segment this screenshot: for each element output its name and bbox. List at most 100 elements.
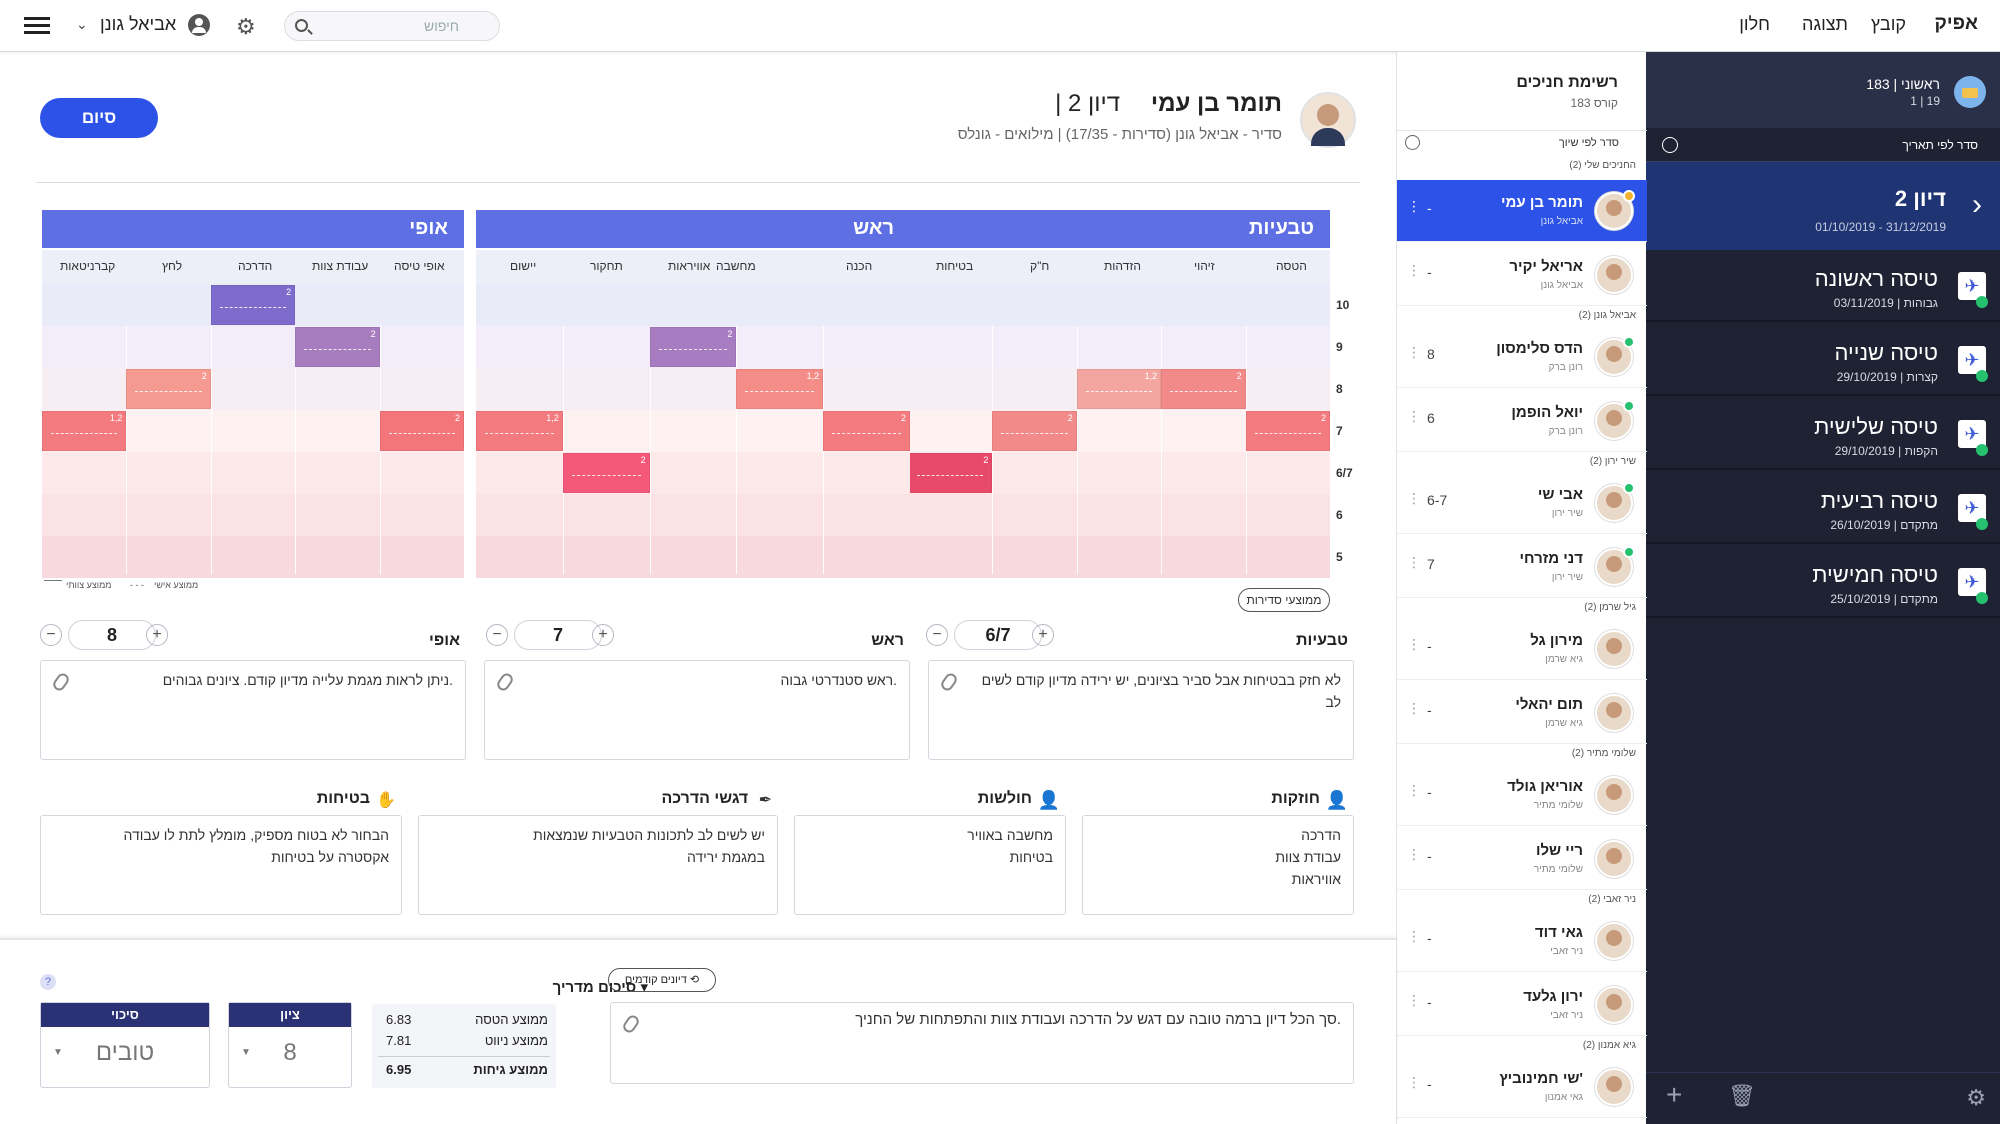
chevron-down-icon[interactable]: ⌄ xyxy=(76,16,88,32)
grade-select[interactable]: ציון 8 ▼ xyxy=(228,1002,352,1088)
more-options-icon[interactable]: ⋮ xyxy=(1407,928,1421,944)
score-bar[interactable]: 2 xyxy=(210,285,296,325)
more-options-icon[interactable]: ⋮ xyxy=(1407,782,1421,798)
focus-text: יש לשים לב לתכונות הטבעיות שנמצאות במגמת … xyxy=(533,827,765,865)
score-stepper-natural[interactable]: − 6/7 + xyxy=(926,620,1056,650)
chance-select[interactable]: סיכוי טובים ▼ xyxy=(40,1002,210,1088)
more-options-icon[interactable]: ⋮ xyxy=(1407,262,1421,278)
score-stepper-character[interactable]: − 8 + xyxy=(40,620,170,650)
more-options-icon[interactable]: ⋮ xyxy=(1407,198,1421,214)
gear-icon[interactable]: ⚙ xyxy=(236,14,256,39)
trainee-row[interactable]: אריאל יקיר אביאל גונן - ⋮ xyxy=(1397,244,1647,306)
filter-icon[interactable] xyxy=(1662,137,1678,153)
strengths-box[interactable]: הדרכה עבודת צוות אוויראות xyxy=(1082,815,1354,915)
trainee-row[interactable]: ירון גלעד ניר זאבי - ⋮ xyxy=(1397,974,1647,1036)
menu-window[interactable]: חלון xyxy=(1739,14,1770,34)
score-bar[interactable]: 2 xyxy=(649,327,737,367)
trainee-row[interactable]: תומר בן עמי אביאל גונן - ⋮ xyxy=(1397,180,1647,242)
more-options-icon[interactable]: ⋮ xyxy=(1407,408,1421,424)
score-bar[interactable]: 2 xyxy=(992,411,1077,451)
attach-icon[interactable] xyxy=(938,671,960,693)
trainee-row[interactable]: ריי שלו שלומי מתיר - ⋮ xyxy=(1397,828,1647,890)
more-options-icon[interactable]: ⋮ xyxy=(1407,636,1421,652)
trainee-row[interactable]: אבי שי שיר ירון 6-7 ⋮ xyxy=(1397,472,1647,534)
more-options-icon[interactable]: ⋮ xyxy=(1407,554,1421,570)
history-icon: ⟲ xyxy=(689,974,700,986)
score-bar[interactable]: 1,2 xyxy=(42,411,127,451)
flight-item[interactable]: ✈ טיסה רביעית מתקדם | 26/10/2019 xyxy=(1646,474,2000,544)
trainee-row[interactable]: תום יהאלי גיא שרמן - ⋮ xyxy=(1397,682,1647,744)
help-icon[interactable]: ? xyxy=(40,974,56,990)
weaknesses-box[interactable]: מחשבה באוויר בטיחות xyxy=(794,815,1066,915)
minus-button[interactable]: − xyxy=(40,624,62,646)
flight-item[interactable]: ✈ טיסה שנייה קצרות | 29/10/2019 xyxy=(1646,326,2000,396)
trash-icon[interactable]: 🗑 xyxy=(1728,1083,1756,1108)
more-options-icon[interactable]: ⋮ xyxy=(1407,846,1421,862)
focus-box[interactable]: יש לשים לב לתכונות הטבעיות שנמצאות במגמת … xyxy=(418,815,778,915)
flight-item[interactable]: ✈ טיסה שלישית הקפות | 29/10/2019 xyxy=(1646,400,2000,470)
score-bar[interactable]: 2 xyxy=(1245,411,1330,451)
trainee-row[interactable]: דני מזרחי שיר ירון 7 ⋮ xyxy=(1397,536,1647,598)
summary-text-box[interactable]: סך הכל דיון ברמה טובה עם דגש על הדרכה וע… xyxy=(610,1002,1354,1084)
more-options-icon[interactable]: ⋮ xyxy=(1407,344,1421,360)
trainee-row[interactable]: הדס סלימסון רונן ברק 8 ⋮ xyxy=(1397,326,1647,388)
more-options-icon[interactable]: ⋮ xyxy=(1407,1074,1421,1090)
score-bar[interactable]: 2 xyxy=(1161,369,1246,409)
category-title: טבעיות xyxy=(1296,632,1348,649)
stat-value: 6.83 xyxy=(386,1012,412,1027)
add-icon[interactable]: + xyxy=(1666,1079,1683,1110)
attach-icon[interactable] xyxy=(620,1013,642,1035)
score-bar[interactable]: 2 xyxy=(379,411,464,451)
plus-button[interactable]: + xyxy=(592,624,614,646)
minus-button[interactable]: − xyxy=(926,624,948,646)
more-options-icon[interactable]: ⋮ xyxy=(1407,490,1421,506)
score-bar[interactable]: 2 xyxy=(562,453,650,493)
comment-natural[interactable]: לא חזק בבטיחות אבל סביר בציונים, יש יריד… xyxy=(928,660,1354,760)
user-name[interactable]: אביאל גונן xyxy=(100,14,177,34)
active-session[interactable]: דיון 2 01/10/2019 - 31/12/2019 › xyxy=(1646,162,2000,250)
score-bar[interactable]: 1,2 xyxy=(736,369,824,409)
previous-sessions-button[interactable]: דיונים קודמים ⟲ xyxy=(608,968,716,992)
gear-icon[interactable]: ⚙ xyxy=(1966,1085,1986,1110)
flight-item[interactable]: ✈ טיסה חמישית מתקדם | 25/10/2019 xyxy=(1646,548,2000,618)
score-bar[interactable]: 1,2 xyxy=(1076,369,1162,409)
finish-button[interactable]: סיום xyxy=(40,98,158,138)
list-menu-icon[interactable] xyxy=(24,17,50,35)
minus-button[interactable]: − xyxy=(486,624,508,646)
sort-by-assignment[interactable]: סדר לפי שיוך xyxy=(1397,130,1647,154)
search-input[interactable]: חיפוש xyxy=(284,11,500,41)
summary-panel: סיכום מדריך ▾ דיונים קודמים ⟲ סך הכל דיו… xyxy=(0,938,1396,1124)
trainee-row[interactable]: אוריאן גולד שלומי מתיר - ⋮ xyxy=(1397,764,1647,826)
course-averages-button[interactable]: ממוצעי סדירות xyxy=(1238,588,1330,612)
trainee-row[interactable]: גאי דוד ניר זאבי - ⋮ xyxy=(1397,910,1647,972)
flight-item[interactable]: ✈ טיסה ראשונה גבוהות | 03/11/2019 xyxy=(1646,252,2000,322)
sort-by-date[interactable]: סדר לפי תאריך xyxy=(1646,128,2000,162)
filter-icon[interactable] xyxy=(1405,135,1420,150)
comment-character[interactable]: ניתן לראות מגמת עלייה מדיון קודם. ציונים… xyxy=(40,660,466,760)
trainee-score: - xyxy=(1427,264,1432,280)
score-bar[interactable]: 2 xyxy=(823,411,910,451)
more-options-icon[interactable]: ⋮ xyxy=(1407,700,1421,716)
sidebar-footer: ⚙ 🗑 + xyxy=(1646,1072,2000,1124)
trainee-row[interactable]: יואל הופמן רונן ברק 6 ⋮ xyxy=(1397,390,1647,452)
score-bar[interactable]: 2 xyxy=(126,369,211,409)
menu-file[interactable]: קובץ xyxy=(1870,14,1906,34)
trainee-row[interactable]: מירון גל גיא שרמן - ⋮ xyxy=(1397,618,1647,680)
score-bar[interactable]: 2 xyxy=(295,327,380,367)
score-bar[interactable]: 2 xyxy=(908,453,993,493)
menu-view[interactable]: תצוגה xyxy=(1802,14,1848,34)
trainee-row[interactable]: שי חמינוביץ' גאי אמנון - ⋮ xyxy=(1397,1056,1647,1118)
category-header-head: ראש xyxy=(476,210,910,248)
attach-icon[interactable] xyxy=(494,671,516,693)
plus-button[interactable]: + xyxy=(1032,624,1054,646)
plus-button[interactable]: + xyxy=(146,624,168,646)
course-header[interactable]: ראשוני | 183 1 | 19 xyxy=(1646,52,2000,128)
score-bar[interactable]: 1,2 xyxy=(476,411,563,451)
user-avatar-icon[interactable] xyxy=(188,14,210,36)
safety-box[interactable]: הבחור לא בטוח מספיק, מומלץ לתת לו עבודה א… xyxy=(40,815,402,915)
comment-head[interactable]: ראש סטנדרטי גבוה. xyxy=(484,660,910,760)
more-options-icon[interactable]: ⋮ xyxy=(1407,992,1421,1008)
attach-icon[interactable] xyxy=(50,671,72,693)
legend-personal: ממוצע אישי xyxy=(154,580,199,590)
score-stepper-head[interactable]: − 7 + xyxy=(486,620,616,650)
